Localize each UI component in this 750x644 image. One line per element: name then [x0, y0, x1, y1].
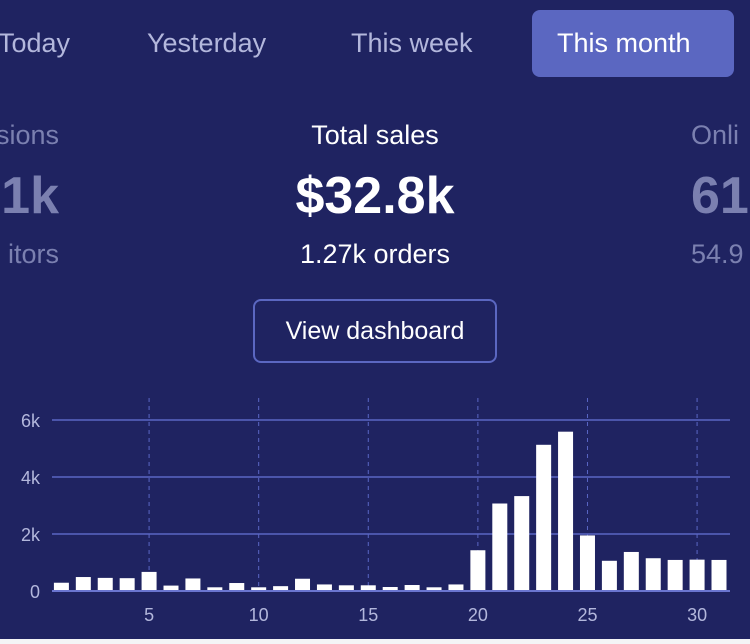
bar-day-21	[492, 503, 508, 591]
x-tick-label: 15	[358, 605, 378, 625]
bar-day-3	[97, 577, 113, 591]
bar-day-8	[207, 587, 223, 591]
bar-day-25	[579, 535, 595, 591]
bar-day-27	[623, 551, 639, 591]
bar-day-30	[689, 559, 705, 591]
bar-day-26	[601, 560, 617, 591]
bar-day-10	[251, 587, 267, 591]
sessions-value: 1k	[1, 167, 59, 225]
tab-this-week[interactable]: This week	[351, 28, 473, 58]
bar-day-28	[645, 558, 661, 591]
tab-today[interactable]: Today	[0, 28, 71, 58]
y-tick-label: 4k	[21, 468, 41, 488]
sales-bar-chart: 5 10 15 20 25 30 0 2k 4k 6k	[21, 398, 730, 625]
bar-day-16	[382, 587, 398, 591]
x-tick-label: 20	[468, 605, 488, 625]
bar-day-24	[558, 431, 574, 591]
bar-day-17	[404, 585, 420, 591]
sessions-label: sions	[0, 120, 59, 150]
x-tick-label: 30	[687, 605, 707, 625]
bar-day-20	[470, 550, 486, 591]
y-tick-label: 6k	[21, 411, 41, 431]
tab-yesterday[interactable]: Yesterday	[147, 28, 267, 58]
bar-day-31	[711, 559, 727, 591]
sessions-sub: itors	[7, 239, 59, 269]
orders-count: 1.27k orders	[299, 239, 451, 269]
bar-day-6	[163, 585, 179, 591]
online-label: Onli	[691, 120, 740, 150]
x-tick-label: 5	[144, 605, 154, 625]
bar-day-12	[295, 578, 311, 591]
online-sub: 54.9	[691, 239, 744, 269]
y-tick-label: 0	[30, 582, 40, 602]
bar-day-4	[119, 578, 135, 591]
bar-day-29	[667, 559, 683, 591]
footer-divider	[0, 639, 750, 644]
bar-day-14	[338, 585, 354, 591]
bar-day-23	[536, 444, 552, 591]
bar-day-1	[53, 582, 69, 591]
y-tick-label: 2k	[21, 525, 41, 545]
bar-day-7	[185, 578, 201, 591]
bar-day-15	[360, 585, 376, 591]
tab-this-month[interactable]: This month	[532, 10, 734, 77]
bar-day-9	[229, 583, 245, 591]
x-tick-label: 10	[249, 605, 269, 625]
bar-day-19	[448, 584, 464, 591]
bar-day-2	[75, 577, 91, 591]
bar-day-22	[514, 496, 530, 591]
total-sales-value: $32.8k	[295, 167, 455, 225]
total-sales-label: Total sales	[311, 120, 439, 150]
bar-day-18	[426, 587, 442, 591]
view-dashboard-button[interactable]: View dashboard	[253, 299, 497, 363]
bar-day-13	[316, 584, 332, 591]
bar-day-11	[273, 586, 289, 591]
online-value: 61	[691, 167, 749, 225]
x-tick-label: 25	[577, 605, 597, 625]
bar-day-5	[141, 571, 157, 591]
